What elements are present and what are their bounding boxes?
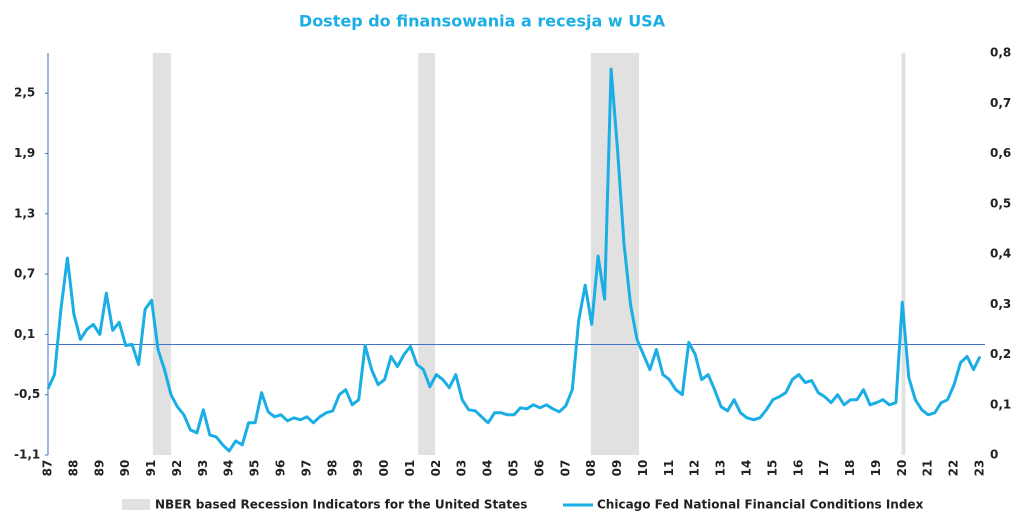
chart-title: Dostep do finansowania a recesja w USA [299,12,666,31]
x-tick-label: 09 [610,460,624,477]
x-tick-label: 01 [403,460,417,477]
x-tick-label: 21 [921,460,935,477]
y2-tick-label: 0 [990,448,998,462]
x-tick-label: 91 [144,460,158,477]
legend-label: Chicago Fed National Financial Condition… [597,498,924,512]
y2-tick-label: 0,6 [990,146,1011,160]
y-tick-label: 1,9 [14,146,35,160]
y-tick-label: 0,7 [14,267,35,281]
index-line [46,67,982,453]
x-tick-label: 07 [558,460,572,477]
x-tick-label: 94 [222,460,236,477]
y2-tick-label: 0,1 [990,397,1011,411]
recession-band [901,53,906,455]
x-tick-label: 88 [66,460,80,477]
x-tick-label: 11 [662,460,676,477]
x-tick-label: 04 [481,460,495,477]
x-tick-label: 18 [843,460,857,477]
y2-tick-label: 0,3 [990,297,1011,311]
x-tick-label: 22 [947,460,961,477]
recession-band [152,53,171,455]
x-tick-label: 10 [636,460,650,477]
y2-tick-label: 0,2 [990,347,1011,361]
y-tick-label: 1,3 [14,206,35,220]
x-tick-label: 99 [351,460,365,477]
x-tick-label: 13 [714,460,728,477]
x-tick-label: 89 [92,460,106,477]
y-tick-label: 2,5 [14,86,35,100]
x-tick-label: 97 [299,460,313,477]
x-tick-label: 16 [791,460,805,477]
y2-tick-label: 0,4 [990,247,1011,261]
y2-tick-label: 0,5 [990,196,1011,210]
x-tick-label: 12 [688,460,702,477]
plot-area [46,53,985,455]
x-tick-label: 95 [248,460,262,477]
x-tick-label: 98 [325,460,339,477]
x-tick-label: 08 [584,460,598,477]
y2-tick-label: 0,7 [990,96,1011,110]
x-tick-label: 17 [817,460,831,477]
x-tick-label: 02 [429,460,443,477]
x-tick-label: 14 [740,460,754,477]
x-tick-label: 92 [170,460,184,477]
x-tick-label: 06 [532,460,546,477]
y2-tick-label: 0,8 [990,46,1011,60]
x-tick-label: 93 [196,460,210,477]
legend-swatch [122,499,150,510]
y-tick-label: -0,5 [14,387,40,401]
x-tick-label: 20 [895,460,909,477]
y-tick-label: -1,1 [14,448,40,462]
x-tick-label: 23 [973,460,987,477]
x-tick-label: 96 [274,460,288,477]
y-tick-label: 0,1 [14,327,35,341]
x-tick-label: 03 [455,460,469,477]
recession-band [418,53,436,455]
x-tick-label: 87 [41,460,55,477]
x-tick-label: 05 [507,460,521,477]
x-tick-label: 15 [765,460,779,477]
x-tick-label: 00 [377,460,391,477]
x-tick-label: 90 [118,460,132,477]
x-tick-label: 19 [869,460,883,477]
legend-label: NBER based Recession Indicators for the … [155,498,527,512]
